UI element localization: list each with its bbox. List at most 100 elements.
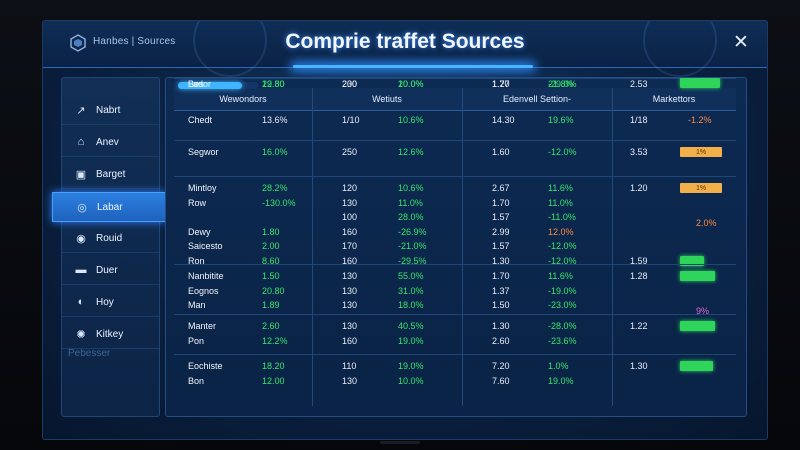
traffic-table: Wewondors Wetiuts Edenvell Settion- Markett… (165, 77, 747, 417)
row-label: Chedt (188, 115, 213, 125)
app-name: Hanbes | Sources (93, 36, 176, 47)
table-cell: -29.5% (398, 255, 427, 266)
table-cell: -21.0% (398, 241, 427, 251)
sidebar-item-label: Anev (96, 136, 119, 148)
sidebar-item-label: Barget (96, 168, 126, 180)
table-cell: 22.80 (262, 79, 285, 89)
table-cell: 19.80 (262, 79, 285, 89)
bar-label: 1% (695, 148, 707, 156)
table-cell: -12.0% (548, 147, 577, 157)
table-cell: 1.27 (492, 79, 510, 89)
table-cell: -130.0% (262, 197, 296, 208)
table-header (174, 88, 736, 111)
sidebar-item-label: Kitkey (96, 328, 124, 340)
row-divider (174, 140, 736, 141)
table-cell: 12.00 (262, 375, 285, 386)
table-cell: 1.20 (630, 183, 648, 193)
row-divider (174, 176, 736, 177)
table-cell: -28.0% (548, 321, 577, 331)
monitor-logo (380, 441, 420, 444)
target-icon: ◎ (77, 201, 87, 214)
sidebar-item-rouid[interactable]: ◉ Rouid (62, 224, 159, 253)
row-divider (174, 314, 736, 315)
sidebar-item-hoy[interactable]: ◐ Hoy (62, 288, 159, 317)
table-cell: 130 (342, 375, 358, 386)
sidebar-item-anev[interactable]: ⌂ Anev (62, 128, 159, 157)
table-cell: 2.53 (630, 79, 648, 89)
table-cell: -23.0% (548, 300, 577, 310)
table-cell: 130 (342, 300, 358, 310)
table-cell: 170 (342, 241, 358, 251)
sidebar-item-label: Duer (96, 264, 118, 276)
row-label: Row (188, 197, 207, 208)
table-cell: -23.6% (548, 335, 577, 346)
table-cell: 1.30 (492, 255, 510, 266)
table-cell: 3.53 (630, 147, 648, 157)
table-cell: 100 (342, 212, 358, 222)
table-cell: 160 (342, 335, 358, 346)
progress-fill (178, 82, 242, 89)
sidebar-item-nabrt[interactable]: ↗ Nabrt (62, 96, 159, 125)
close-icon[interactable]: ✕ (733, 32, 749, 53)
table-cell: 14.30 (492, 115, 515, 125)
sidebar-item-kitkey[interactable]: ✺ Kitkey (62, 320, 159, 349)
orange-value-bar: 1% (680, 147, 722, 157)
table-cell: 28.0% (398, 212, 424, 222)
table-cell: -19.0% (548, 285, 577, 296)
table-cell: 7.60 (492, 375, 510, 386)
circle-icon: ◉ (76, 232, 86, 245)
table-cell: 130 (342, 285, 358, 296)
table-cell: 19.0% (398, 335, 424, 346)
row-label: Dewy (188, 226, 211, 237)
table-cell: 20.80 (262, 285, 285, 296)
table-cell: 1.57 (492, 212, 510, 222)
row-divider (174, 78, 736, 79)
table-cell: 2.67 (492, 183, 510, 193)
table-cell: 19.0% (548, 375, 574, 386)
table-cell: 7.20 (492, 361, 510, 371)
table-cell: 40.5% (398, 321, 424, 331)
table-cell: 1.0% (548, 361, 569, 371)
row-label: Eognos (188, 285, 219, 296)
green-value-bar (680, 78, 720, 88)
table-cell: 11.6% (548, 271, 573, 281)
table-cell: 11.6% (548, 183, 573, 193)
table-cell: 28.2% (262, 183, 288, 193)
row-label: Eochiste (188, 361, 223, 371)
title-underline (293, 65, 533, 68)
table-cell: 1/10 (342, 115, 360, 125)
column-header[interactable]: Wetiuts (372, 94, 402, 104)
app-logo-icon (70, 34, 86, 52)
table-cell: 130 (342, 271, 358, 281)
table-cell: 2.60 (262, 321, 280, 331)
table-cell: 18.0% (398, 300, 424, 310)
column-divider (312, 88, 313, 406)
table-cell: 12.0% (548, 226, 574, 237)
row-divider (174, 354, 736, 355)
table-cell: 1.50 (492, 300, 510, 310)
table-cell: -26.9% (398, 226, 427, 237)
column-header[interactable]: Edenvell Settion- (502, 94, 572, 104)
row-label: Nanbitite (188, 271, 224, 281)
table-cell: 18.20 (262, 361, 285, 371)
page-title: Comprie traffet Sources (285, 30, 525, 53)
table-cell: 21.8% (548, 79, 574, 89)
table-cell: 1/18 (630, 115, 648, 125)
table-cell: 130 (342, 197, 358, 208)
table-cell: 120 (342, 183, 358, 193)
table-cell: 2.99 (492, 226, 510, 237)
table-cell: 31.0% (398, 285, 424, 296)
table-cell: 19.0% (398, 361, 424, 371)
table-cell: 20.0% (398, 79, 424, 89)
row-divider (174, 264, 736, 265)
row-label: Pon (188, 335, 205, 346)
sidebar-item-barget[interactable]: ▣ Barget (62, 160, 159, 189)
column-header[interactable]: Wewondors (219, 94, 267, 104)
sidebar-item-labar[interactable]: ◎ Labar (52, 192, 166, 222)
sidebar-item-duer[interactable]: ▬ Duer (62, 256, 159, 285)
column-header[interactable]: Markettors (652, 94, 696, 104)
table-cell: 1.70 (492, 271, 510, 281)
table-cell: 250 (342, 147, 358, 157)
sidebar-item-label: Hoy (96, 296, 114, 308)
sidebar: Pebesser ↗ Nabrt ⌂ Anev ▣ Barget ◎ Labar ◉ Rouid ▬… (52, 77, 166, 417)
